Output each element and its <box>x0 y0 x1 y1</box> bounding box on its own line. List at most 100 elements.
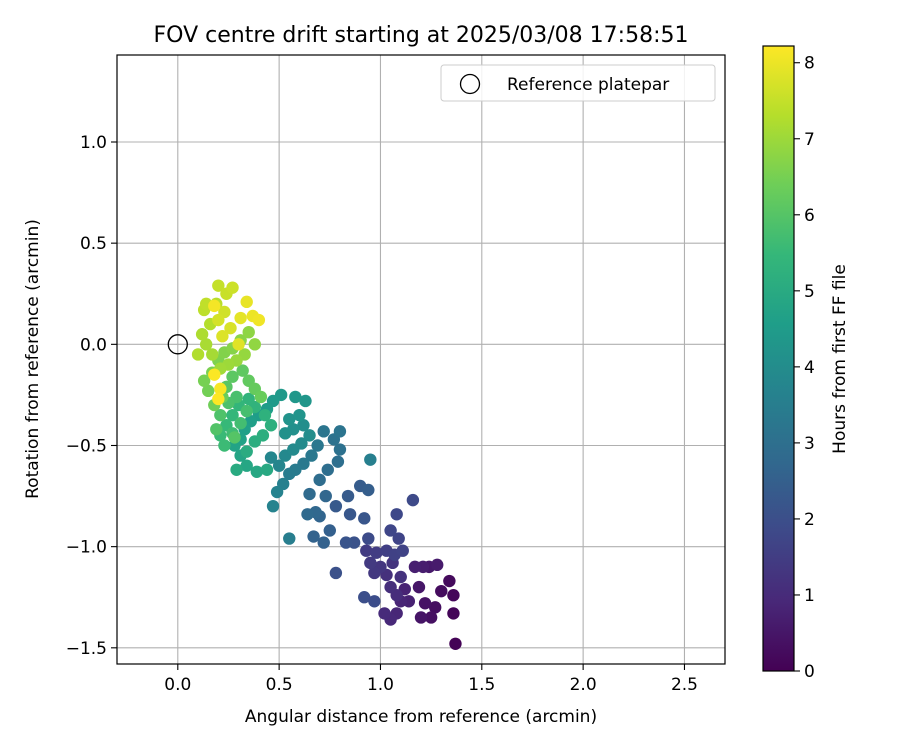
scatter-point <box>412 580 426 594</box>
scatter-point <box>293 408 306 422</box>
scatter-point <box>283 412 296 426</box>
y-axis-ticks: −1.5 −1.0 −0.5 0.0 0.5 1.0 <box>66 133 117 659</box>
scatter-point <box>435 584 448 598</box>
scatter-point <box>256 429 270 442</box>
plot-frame <box>116 54 726 665</box>
scatter-point <box>270 485 284 499</box>
scatter-point <box>360 544 373 557</box>
scatter-point <box>311 439 324 452</box>
colorbar-tick-label: 5 <box>804 282 815 302</box>
x-tick-label: 1.5 <box>468 675 495 695</box>
scatter-point <box>242 325 255 339</box>
scatter-point <box>258 408 272 422</box>
scatter-point <box>333 425 347 438</box>
x-axis-ticks: 0.0 0.5 1.0 1.5 2.0 2.5 <box>164 664 698 695</box>
scatter-point <box>317 536 330 549</box>
scatter-point <box>212 313 225 327</box>
scatter-point <box>414 611 428 624</box>
scatter-point <box>323 524 336 537</box>
scatter-point <box>224 321 237 335</box>
scatter-point <box>191 348 205 361</box>
scatter-point <box>226 408 239 422</box>
scatter-point <box>250 465 264 478</box>
reference-platepar-marker <box>167 334 188 355</box>
scatter-point <box>378 607 391 620</box>
scatter-point <box>240 404 253 418</box>
scatter-point <box>384 524 397 537</box>
scatter-point <box>248 338 262 351</box>
scatter-point <box>240 295 253 309</box>
y-tick-label: −0.5 <box>66 436 107 456</box>
chart-title: FOV centre drift starting at 2025/03/08 … <box>154 23 689 48</box>
scatter-point <box>364 453 377 466</box>
colorbar-frame <box>762 45 795 672</box>
scatter-point <box>195 328 209 341</box>
scatter-point <box>240 459 253 472</box>
scatter-point <box>428 601 442 614</box>
scatter-point <box>230 463 243 476</box>
colorbar-tick-label: 8 <box>804 54 815 74</box>
scatter-point <box>289 390 302 404</box>
scatter-point <box>321 463 334 476</box>
scatter-point <box>272 459 286 472</box>
scatter-point <box>424 611 438 624</box>
scatter-point <box>418 597 432 610</box>
x-tick-label: 2.0 <box>570 675 597 695</box>
scatter-point <box>390 508 403 521</box>
y-tick-label: 1.0 <box>80 133 107 153</box>
scatter-point <box>443 574 456 588</box>
scatter-point <box>384 580 397 594</box>
x-tick-label: 0.0 <box>164 675 191 695</box>
y-tick-label: 0.0 <box>80 335 107 355</box>
scatter-point <box>210 423 223 436</box>
colorbar-ticks: 0 1 2 3 4 5 6 7 8 <box>794 54 815 682</box>
scatter-point <box>218 439 231 452</box>
scatter-point <box>254 390 268 404</box>
scatter-point <box>370 546 383 559</box>
colorbar-tick-label: 4 <box>804 358 815 378</box>
scatter-point <box>396 544 409 557</box>
scatter-point <box>197 374 211 387</box>
scatter-point <box>252 313 266 327</box>
scatter-point <box>199 338 213 351</box>
scatter-point <box>240 445 253 458</box>
scatter-point <box>208 299 221 313</box>
scatter-point <box>392 532 405 545</box>
y-axis-label: Rotation from reference (arcmin) <box>23 219 43 499</box>
scatter-point <box>449 637 462 650</box>
scatter-point <box>331 455 345 468</box>
colorbar-tick-label: 3 <box>804 434 815 454</box>
scatter-point <box>301 508 314 521</box>
scatter-point <box>264 419 278 432</box>
legend-entry-reference: Reference platepar <box>507 75 669 95</box>
scatter-point <box>343 508 357 521</box>
scatter-point <box>234 417 247 430</box>
scatter-point <box>260 463 274 476</box>
scatter-point <box>406 493 420 507</box>
scatter-point <box>305 449 318 462</box>
scatter-point <box>202 384 215 398</box>
scatter-point <box>206 348 219 361</box>
scatter-point <box>339 536 353 549</box>
scatter-point <box>234 311 247 325</box>
colorbar-tick-label: 0 <box>804 662 815 682</box>
colorbar: 0 1 2 3 4 5 6 7 8 Hours from first FF file <box>762 45 850 682</box>
reference-marker-group <box>167 334 188 355</box>
scatter-point <box>317 425 330 438</box>
x-axis-label: Angular distance from reference (arcmin) <box>245 707 597 727</box>
scatter-point <box>362 483 375 497</box>
scatter-point <box>264 451 278 464</box>
scatter-point <box>226 281 239 294</box>
x-tick-label: 0.5 <box>266 675 293 695</box>
scatter-point <box>447 589 460 602</box>
scatter-point <box>214 408 227 422</box>
colorbar-tick-label: 6 <box>804 206 815 226</box>
scatter-point <box>212 392 225 406</box>
scatter-point <box>368 595 381 608</box>
colorbar-tick-label: 7 <box>804 130 815 150</box>
scatter-point <box>297 419 310 432</box>
scatter-point <box>299 394 312 408</box>
scatter-point <box>362 532 375 545</box>
scatter-point <box>208 368 221 381</box>
